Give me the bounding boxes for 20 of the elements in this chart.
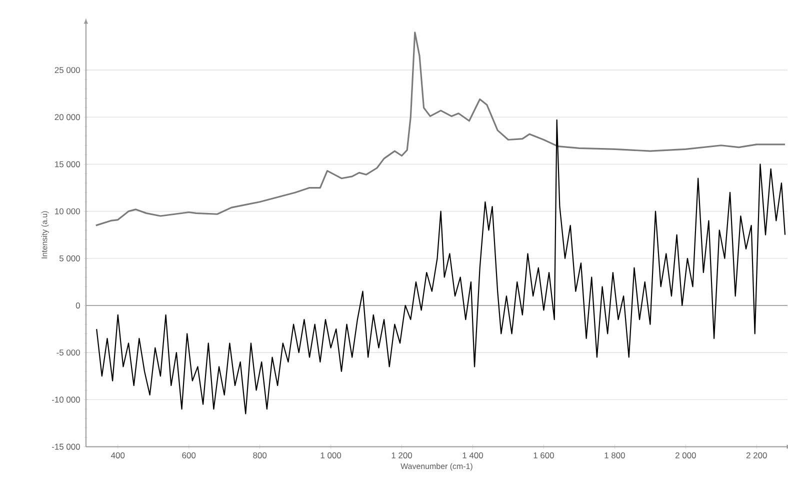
x-tick-label: 400 — [111, 452, 125, 458]
line-series — [96, 120, 786, 414]
x-tick-label: 1 400 — [462, 452, 483, 458]
y-tick-label: 15 000 — [55, 161, 80, 168]
x-tick-label: 1 200 — [392, 452, 412, 458]
x-tick-label: 1 000 — [320, 452, 342, 458]
y-tick-label: 25 000 — [54, 67, 80, 74]
x-tick-label: 2 000 — [676, 452, 696, 458]
y-tick-label: 20 000 — [54, 114, 80, 120]
x-tick-label: 1 800 — [604, 452, 625, 458]
y-tick-label: -10 000 — [52, 396, 80, 403]
y-tick-label: 0 — [76, 302, 80, 309]
x-tick-label: 1 600 — [534, 452, 554, 458]
y-tick-label: -5 000 — [56, 350, 80, 356]
x-tick-label: 800 — [253, 452, 267, 458]
x-tick-label: 2 200 — [746, 452, 767, 458]
x-tick-label: 600 — [182, 452, 196, 458]
y-tick-label: -15 000 — [52, 444, 80, 450]
y-tick-label: 5 000 — [59, 256, 80, 262]
y-tick-label: 10 000 — [55, 208, 80, 214]
